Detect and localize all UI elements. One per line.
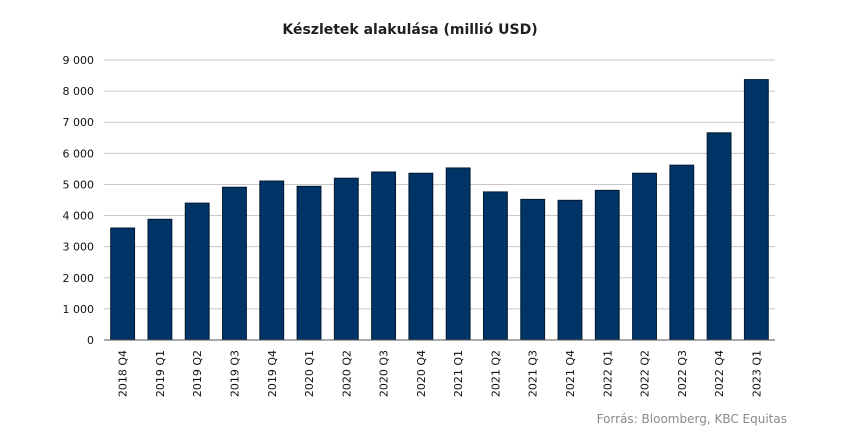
x-tick-label: 2020 Q3 <box>378 350 391 397</box>
x-tick-label: 2022 Q3 <box>676 350 689 397</box>
y-tick-label: 9 000 <box>63 54 95 67</box>
bar <box>743 79 769 341</box>
x-tick-label: 2021 Q2 <box>489 350 502 397</box>
x-tick-label: 2019 Q2 <box>191 350 204 397</box>
bar <box>259 180 285 341</box>
bar <box>706 132 732 341</box>
bar <box>594 189 620 341</box>
x-tick-label: 2021 Q1 <box>452 350 465 397</box>
y-axis-ticks: 0 1 000 2 000 3 000 4 000 5 000 6 000 7 000 8 00… <box>63 54 95 347</box>
y-tick-label: 5 000 <box>63 178 95 191</box>
x-tick-label: 2021 Q4 <box>564 350 577 397</box>
x-tick-label: 2019 Q3 <box>228 350 241 397</box>
bar <box>184 202 210 341</box>
bar <box>110 227 136 341</box>
y-tick-label: 1 000 <box>63 303 95 316</box>
bar <box>669 164 695 341</box>
x-tick-label: 2022 Q4 <box>713 350 726 397</box>
bar <box>520 198 546 341</box>
x-tick-label: 2020 Q2 <box>340 350 353 397</box>
bars <box>110 79 769 341</box>
x-tick-label: 2019 Q1 <box>154 350 167 397</box>
bar <box>333 177 359 341</box>
x-tick-label: 2021 Q3 <box>527 350 540 397</box>
x-axis-ticks: 2018 Q4 2019 Q1 2019 Q2 2019 Q3 2019 Q4 2020 … <box>117 350 764 397</box>
bar <box>296 185 322 341</box>
grid-lines <box>104 59 775 310</box>
x-tick-label: 2022 Q1 <box>601 350 614 397</box>
x-tick-label: 2023 Q1 <box>750 350 763 397</box>
y-tick-label: 0 <box>87 334 94 347</box>
bar <box>482 191 508 341</box>
y-tick-label: 2 000 <box>63 272 95 285</box>
y-tick-label: 8 000 <box>63 85 95 98</box>
x-tick-label: 2019 Q4 <box>266 350 279 397</box>
source-note: Forrás: Bloomberg, KBC Equitas <box>597 412 787 426</box>
x-tick-label: 2020 Q1 <box>303 350 316 397</box>
y-tick-label: 6 000 <box>63 147 95 160</box>
bar <box>147 218 173 341</box>
bar <box>632 172 657 341</box>
x-tick-label: 2022 Q2 <box>639 350 652 397</box>
y-tick-label: 7 000 <box>63 116 95 129</box>
x-tick-label: 2020 Q4 <box>415 350 428 397</box>
bar <box>222 186 247 341</box>
x-tick-label: 2018 Q4 <box>117 350 130 397</box>
chart-title: Készletek alakulása (millió USD) <box>282 22 537 38</box>
bar <box>557 199 583 341</box>
bar <box>371 171 397 341</box>
bar <box>445 167 471 341</box>
y-tick-label: 4 000 <box>63 210 95 223</box>
bar <box>408 172 434 341</box>
y-tick-label: 3 000 <box>63 241 95 254</box>
